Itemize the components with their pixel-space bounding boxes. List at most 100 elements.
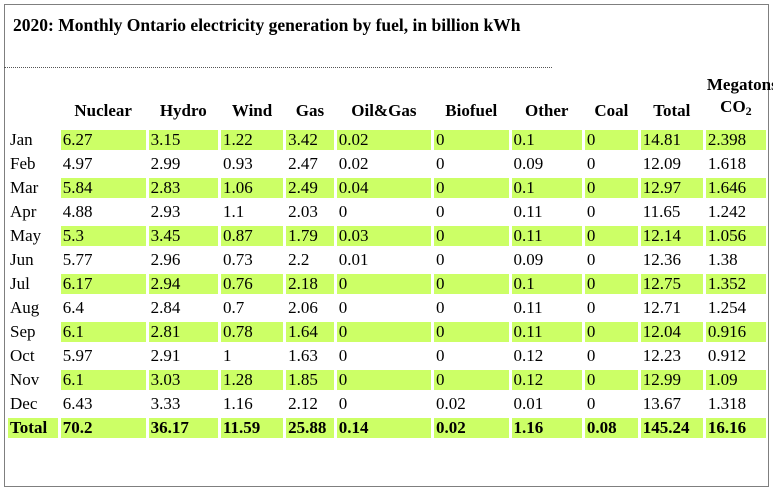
- cell-coal: 0: [584, 370, 638, 390]
- col-header-gas: Gas: [295, 101, 325, 120]
- cell-total: 12.23: [642, 346, 681, 365]
- cell-other: 0.11: [513, 202, 543, 221]
- cell-gas: 3.42: [286, 130, 334, 150]
- cell-hydro: 3.03: [148, 370, 218, 390]
- cell-biofuel: 0: [433, 226, 509, 246]
- cell-other: 0.11: [513, 298, 543, 317]
- month-header: [8, 74, 58, 126]
- cell-total: 11.65: [642, 202, 681, 221]
- cell-oil-gas: 0: [336, 322, 431, 342]
- cell-coal: 0: [584, 130, 638, 150]
- total-label: Total: [8, 418, 58, 438]
- cell-oil-gas: 0: [336, 370, 431, 390]
- header-row: Nuclear Hydro Wind Gas Oil&Gas Biofuel O…: [8, 74, 773, 126]
- cell-gas: 2.47: [288, 154, 318, 173]
- cell-co2: 0.912: [707, 346, 747, 365]
- cell-coal: 0: [586, 202, 596, 221]
- cell-other: 0.12: [513, 346, 544, 365]
- total-cell-oil-gas: 0.14: [336, 418, 431, 438]
- table-row: Feb 4.97 2.99 0.93 2.47 0.02 0 0.09 0 12.09 1.618: [8, 154, 766, 174]
- cell-hydro: 2.94: [148, 274, 218, 294]
- cell-co2: 1.254: [707, 298, 747, 317]
- cell-hydro: 2.93: [150, 202, 181, 221]
- cell-nuclear: 6.17: [60, 274, 146, 294]
- row-label: Jun: [10, 250, 34, 269]
- table-title: 2020: Monthly Ontario electricity genera…: [4, 6, 552, 68]
- cell-wind: 0.87: [220, 226, 284, 246]
- cell-gas: 1.64: [286, 322, 334, 342]
- cell-biofuel: 0: [435, 298, 445, 317]
- cell-co2: 1.618: [707, 154, 747, 173]
- cell-wind: 1: [222, 346, 232, 365]
- total-cell-co2: 16.16: [705, 418, 766, 438]
- cell-wind: 1.1: [222, 202, 245, 221]
- cell-nuclear: 6.1: [60, 370, 146, 390]
- generation-table: Nuclear Hydro Wind Gas Oil&Gas Biofuel O…: [5, 70, 773, 442]
- cell-oil-gas: 0.02: [336, 130, 431, 150]
- cell-hydro: 2.83: [148, 178, 218, 198]
- col-header-hydro: Hydro: [159, 101, 207, 120]
- cell-wind: 0.76: [220, 274, 284, 294]
- table-row: Jun 5.77 2.96 0.73 2.2 0.01 0 0.09 0 12.36 1.38: [8, 250, 766, 270]
- table-frame: [4, 4, 769, 487]
- cell-nuclear: 4.97: [62, 154, 93, 173]
- table-row: Sep 6.1 2.81 0.78 1.64 0 0 0.11 0 12.04 0.916: [8, 322, 766, 342]
- cell-other: 0.1: [511, 274, 582, 294]
- cell-gas: 2.18: [286, 274, 334, 294]
- cell-coal: 0: [586, 394, 596, 413]
- cell-wind: 0.93: [222, 154, 253, 173]
- table-row: Oct 5.97 2.91 1 1.63 0 0 0.12 0 12.23 0.912: [8, 346, 766, 366]
- row-label: Dec: [10, 394, 38, 413]
- cell-biofuel: 0.02: [435, 394, 466, 413]
- table-row: Nov 6.1 3.03 1.28 1.85 0 0 0.12 0 12.99 1.09: [8, 370, 766, 390]
- cell-other: 0.12: [511, 370, 582, 390]
- row-label: Jan: [10, 130, 33, 149]
- cell-total: 12.75: [640, 274, 703, 294]
- cell-oil-gas: 0: [338, 346, 348, 365]
- total-cell-biofuel: 0.02: [433, 418, 509, 438]
- col-header-other: Other: [525, 101, 569, 120]
- cell-total: 14.81: [640, 130, 703, 150]
- cell-biofuel: 0: [435, 250, 445, 269]
- total-cell-wind: 11.59: [220, 418, 284, 438]
- cell-other: 0.11: [511, 322, 582, 342]
- table-row: May 5.3 3.45 0.87 1.79 0.03 0 0.11 0 12.14 1.056: [8, 226, 766, 246]
- cell-coal: 0: [586, 250, 596, 269]
- col-header-biofuel: Biofuel: [445, 101, 498, 120]
- cell-biofuel: 0: [433, 178, 509, 198]
- col-header-wind: Wind: [231, 101, 273, 120]
- cell-total: 12.99: [640, 370, 703, 390]
- cell-gas: 2.06: [288, 298, 318, 317]
- cell-co2: 1.646: [705, 178, 766, 198]
- co2-label-subscript: 2: [745, 104, 752, 118]
- cell-nuclear: 6.1: [60, 322, 146, 342]
- table-row: Aug 6.4 2.84 0.7 2.06 0 0 0.11 0 12.71 1.254: [8, 298, 766, 318]
- col-header-total: Total: [653, 101, 691, 120]
- cell-hydro: 3.15: [148, 130, 218, 150]
- row-label: May: [10, 226, 42, 245]
- cell-hydro: 2.96: [150, 250, 181, 269]
- total-cell-total: 145.24: [640, 418, 703, 438]
- cell-hydro: 3.33: [150, 394, 181, 413]
- cell-co2: 0.916: [705, 322, 766, 342]
- cell-gas: 2.49: [286, 178, 334, 198]
- cell-wind: 1.28: [220, 370, 284, 390]
- total-row: Total 70.2 36.17 11.59 25.88 0.14 0.02 1.16 0.08…: [8, 418, 766, 438]
- cell-gas: 2.03: [288, 202, 318, 221]
- cell-oil-gas: 0.04: [336, 178, 431, 198]
- cell-coal: 0: [586, 346, 596, 365]
- row-label: Jul: [10, 274, 30, 293]
- cell-biofuel: 0: [435, 202, 445, 221]
- cell-other: 0.09: [513, 250, 544, 269]
- cell-wind: 1.22: [220, 130, 284, 150]
- cell-wind: 0.78: [220, 322, 284, 342]
- cell-other: 0.09: [513, 154, 544, 173]
- cell-coal: 0: [586, 154, 596, 173]
- cell-biofuel: 0: [433, 130, 509, 150]
- total-cell-nuclear: 70.2: [60, 418, 146, 438]
- col-header-oil-gas: Oil&Gas: [351, 101, 417, 120]
- table-row: Dec 6.43 3.33 1.16 2.12 0 0.02 0.01 0 13.67 1.318: [8, 394, 766, 414]
- cell-nuclear: 6.4: [62, 298, 84, 317]
- cell-total: 12.14: [640, 226, 703, 246]
- cell-nuclear: 5.3: [60, 226, 146, 246]
